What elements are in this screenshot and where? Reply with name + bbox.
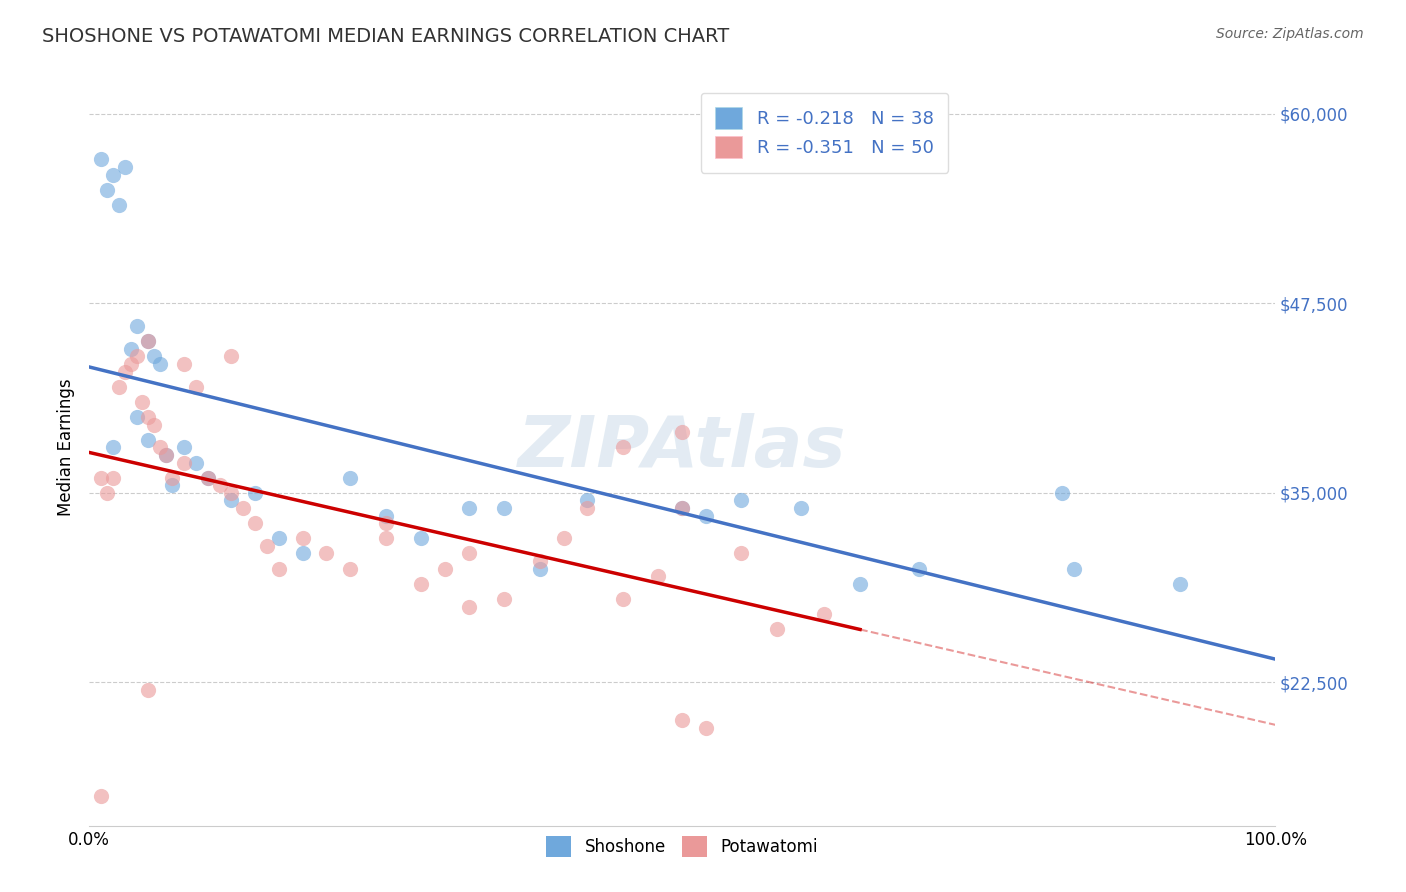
Point	[125, 410, 148, 425]
Point	[120, 357, 142, 371]
Point	[730, 547, 752, 561]
Point	[908, 561, 931, 575]
Point	[221, 486, 243, 500]
Point	[173, 441, 195, 455]
Point	[138, 682, 160, 697]
Y-axis label: Median Earnings: Median Earnings	[58, 378, 75, 516]
Point	[494, 591, 516, 606]
Point	[730, 493, 752, 508]
Point	[457, 547, 479, 561]
Point	[90, 153, 112, 167]
Point	[173, 357, 195, 371]
Point	[766, 622, 789, 636]
Point	[160, 471, 183, 485]
Point	[291, 547, 314, 561]
Point	[197, 471, 219, 485]
Point	[125, 319, 148, 334]
Point	[529, 561, 551, 575]
Point	[671, 501, 693, 516]
Point	[243, 486, 266, 500]
Point	[101, 168, 124, 182]
Point	[1063, 561, 1085, 575]
Point	[647, 569, 669, 583]
Point	[612, 591, 634, 606]
Point	[849, 576, 872, 591]
Point	[96, 183, 118, 197]
Point	[125, 350, 148, 364]
Point	[671, 501, 693, 516]
Point	[671, 713, 693, 727]
Point	[221, 493, 243, 508]
Point	[143, 350, 166, 364]
Point	[96, 486, 118, 500]
Point	[107, 198, 129, 212]
Point	[138, 433, 160, 447]
Point	[120, 342, 142, 356]
Point	[813, 607, 835, 621]
Point	[339, 561, 361, 575]
Point	[90, 789, 112, 803]
Point	[114, 365, 136, 379]
Point	[267, 532, 290, 546]
Point	[374, 516, 396, 531]
Point	[101, 441, 124, 455]
Point	[576, 501, 599, 516]
Point	[160, 478, 183, 492]
Point	[411, 576, 433, 591]
Point	[695, 721, 717, 735]
Point	[138, 334, 160, 349]
Point	[411, 532, 433, 546]
Point	[671, 425, 693, 440]
Point	[612, 441, 634, 455]
Point	[529, 554, 551, 568]
Point	[114, 160, 136, 174]
Point	[107, 380, 129, 394]
Point	[184, 456, 207, 470]
Text: ZIPAtlas: ZIPAtlas	[517, 413, 846, 482]
Point	[339, 471, 361, 485]
Point	[1168, 576, 1191, 591]
Point	[138, 334, 160, 349]
Point	[494, 501, 516, 516]
Point	[131, 395, 153, 409]
Point	[221, 350, 243, 364]
Point	[553, 532, 575, 546]
Point	[155, 448, 177, 462]
Point	[433, 561, 456, 575]
Point	[232, 501, 254, 516]
Point	[374, 508, 396, 523]
Point	[101, 471, 124, 485]
Point	[143, 417, 166, 432]
Point	[695, 508, 717, 523]
Point	[173, 456, 195, 470]
Point	[197, 471, 219, 485]
Point	[184, 380, 207, 394]
Point	[374, 532, 396, 546]
Point	[315, 547, 337, 561]
Point	[208, 478, 231, 492]
Point	[155, 448, 177, 462]
Point	[149, 441, 172, 455]
Point	[267, 561, 290, 575]
Legend: Shoshone, Potawatomi: Shoshone, Potawatomi	[540, 830, 825, 863]
Text: SHOSHONE VS POTAWATOMI MEDIAN EARNINGS CORRELATION CHART: SHOSHONE VS POTAWATOMI MEDIAN EARNINGS C…	[42, 27, 730, 45]
Text: Source: ZipAtlas.com: Source: ZipAtlas.com	[1216, 27, 1364, 41]
Point	[291, 532, 314, 546]
Point	[149, 357, 172, 371]
Point	[790, 501, 813, 516]
Point	[90, 471, 112, 485]
Point	[576, 493, 599, 508]
Point	[1050, 486, 1073, 500]
Point	[457, 599, 479, 614]
Point	[138, 410, 160, 425]
Point	[256, 539, 278, 553]
Point	[457, 501, 479, 516]
Point	[243, 516, 266, 531]
